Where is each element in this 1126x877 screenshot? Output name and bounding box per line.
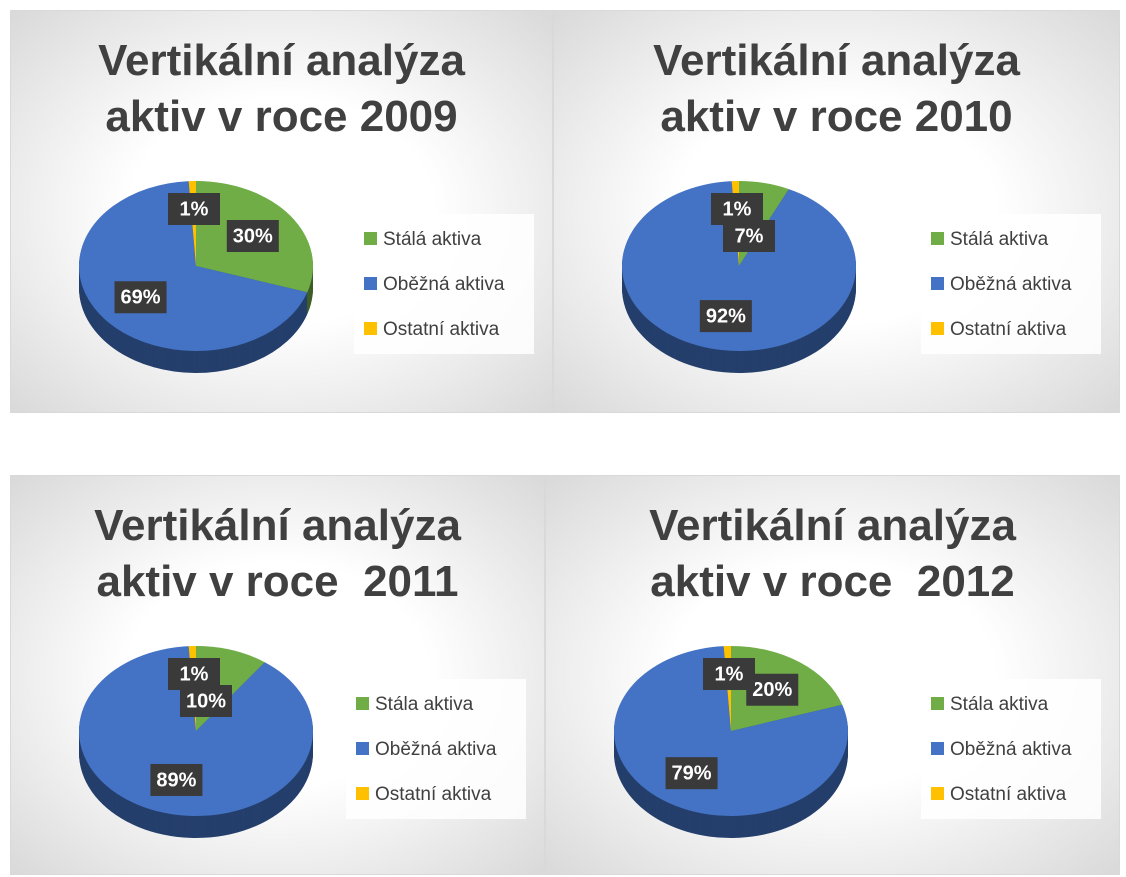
chart-svg: 30% 69% 1% Stálá aktiva Oběžná aktiva Ostatní… [78,181,534,373]
legend-label: Stálá aktiva [383,229,482,250]
legend-swatch [356,742,369,755]
data-label: 20% [752,679,792,701]
chart-title: Vertikální analýza aktiv v roce 2012 [649,501,1029,606]
data-label: 1% [180,198,209,220]
legend-swatch [931,232,944,245]
data-label-box [150,763,203,796]
legend-label: Stála aktiva [950,694,1049,715]
data-label-box [665,757,718,790]
legend-label: Oběžná aktiva [383,274,505,295]
legend-box [346,679,526,819]
chart: 7% 92% 1% Stálá aktiva Oběžná aktiva Ostatní … [553,10,1120,413]
legend-swatch [364,322,377,335]
legend-label: Ostatní aktiva [950,784,1067,805]
legend-label: Ostatní aktiva [950,319,1067,340]
chart-title: Vertikální analýza aktiv v roce 2011 [94,501,474,606]
data-label-box [168,658,220,690]
chart: 10% 89% 1% Stála aktiva Oběžná aktiva Ostatní… [10,475,545,875]
chart-svg: 7% 92% 1% Stálá aktiva Oběžná aktiva Ostatní … [621,181,1101,373]
chart: 30% 69% 1% Stálá aktiva Oběžná aktiva Ostatní… [10,10,553,413]
chart-svg: 20% 79% 1% Stála aktiva Oběžná aktiva Ostatní… [614,646,1101,838]
legend-label: Oběžná aktiva [375,739,497,760]
chart-title: Vertikální analýza aktiv v roce 2010 [653,36,1033,141]
data-label-box [711,193,763,225]
legend-label: Stálá aktiva [950,229,1049,250]
legend-swatch [931,277,944,290]
data-label: 1% [180,663,209,685]
data-label-box [699,300,752,333]
chart-title: Vertikální analýza aktiv v roce 2009 [98,36,478,141]
legend-swatch [356,787,369,800]
legend-label: Ostatní aktiva [375,784,492,805]
data-label-box [723,220,775,252]
data-label: 79% [672,762,712,784]
chart: 20% 79% 1% Stála aktiva Oběžná aktiva Ostatní… [545,475,1120,875]
legend-swatch [364,277,377,290]
data-label: 30% [233,225,273,247]
data-label: 69% [121,287,161,309]
chart-svg: 10% 89% 1% Stála aktiva Oběžná aktiva Ostatní… [79,646,526,838]
data-label-box [226,220,279,253]
legend-box [354,214,534,354]
slice [79,646,313,816]
legend-swatch [356,697,369,710]
legend-label: Oběžná aktiva [950,739,1072,760]
legend-swatch [931,787,944,800]
data-label-box [703,658,755,690]
data-label: 1% [723,198,752,220]
data-label: 10% [186,690,226,712]
legend-swatch [364,232,377,245]
data-label: 1% [715,663,744,685]
data-label-box [168,193,220,225]
legend-swatch [931,322,944,335]
data-label-box [180,685,232,717]
slice [621,181,856,351]
data-label: 7% [735,225,764,247]
legend-label: Ostatní aktiva [383,319,500,340]
legend-label: Oběžná aktiva [950,274,1072,295]
data-label-box [114,281,167,314]
legend-label: Stála aktiva [375,694,474,715]
legend-box [921,679,1101,819]
legend-swatch [931,742,944,755]
data-label: 89% [156,769,196,791]
data-label: 92% [706,305,746,327]
legend-box [921,214,1101,354]
legend-swatch [931,697,944,710]
